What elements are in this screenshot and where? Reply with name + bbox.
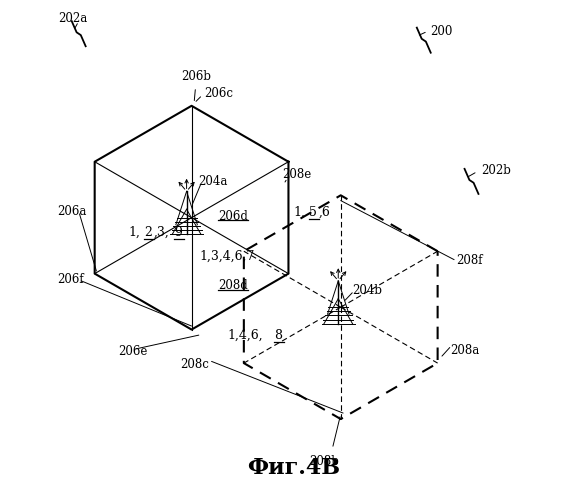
Text: 206b: 206b	[181, 70, 211, 84]
Text: 8: 8	[274, 329, 282, 342]
Text: 206c: 206c	[204, 87, 233, 100]
Text: Фиг.4B: Фиг.4B	[247, 456, 340, 478]
Text: 1,: 1,	[294, 206, 305, 219]
Text: 206d: 206d	[218, 210, 248, 222]
Text: 208f: 208f	[457, 254, 483, 268]
Text: 1,: 1,	[129, 226, 140, 239]
Text: 5: 5	[309, 206, 317, 219]
Text: 1,4,6,: 1,4,6,	[228, 329, 264, 342]
Text: 9: 9	[174, 226, 182, 239]
Text: 206f: 206f	[58, 274, 84, 286]
Text: 202b: 202b	[481, 164, 511, 177]
Text: 204a: 204a	[198, 175, 227, 188]
Text: 208a: 208a	[450, 344, 480, 357]
Text: 202a: 202a	[58, 12, 87, 26]
Text: 208d: 208d	[218, 280, 248, 292]
Text: 208e: 208e	[282, 168, 312, 181]
Text: 208c: 208c	[180, 358, 209, 371]
Text: 206a: 206a	[58, 204, 87, 218]
Text: 208b: 208b	[309, 455, 339, 468]
Text: 2: 2	[144, 226, 151, 239]
Text: 204b: 204b	[352, 284, 382, 298]
Text: ,3,: ,3,	[154, 226, 170, 239]
Text: ,6: ,6	[319, 206, 331, 219]
Text: 206e: 206e	[119, 346, 148, 358]
Text: 1,3,4,6,7: 1,3,4,6,7	[199, 250, 254, 262]
Text: 200: 200	[430, 24, 453, 38]
